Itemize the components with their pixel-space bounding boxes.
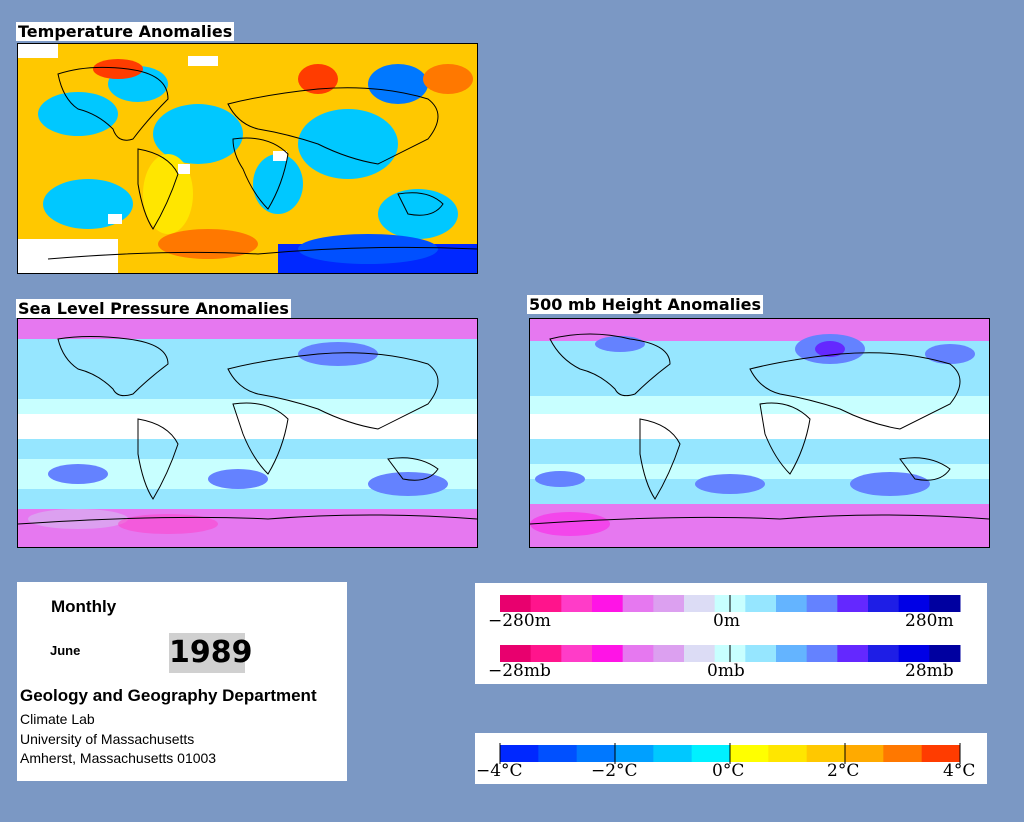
temperature-swatch-4 [653,745,693,762]
info-panel: Monthly June 1989 Geology and Geography … [17,582,347,781]
pressure-swatch-10 [806,645,838,662]
pressure-swatch-6 [684,645,716,662]
pressure-swatch-0 [500,645,532,662]
height-swatch-11 [837,595,869,612]
height-color-bar [500,595,961,612]
pressure-min-label: −28mb [488,661,551,681]
pressure-swatch-1 [530,645,562,662]
temperature-map-canvas [18,44,477,273]
temp-label-plus2: 2°C [827,761,860,781]
temperature-swatch-11 [921,745,961,762]
pressure-color-bar [500,645,961,662]
height-zero-label: 0m [713,611,740,631]
temperature-color-bar [499,743,961,764]
temperature-map-title: Temperature Anomalies [16,22,235,41]
temperature-swatch-6 [730,745,769,762]
height500-map-title: 500 mb Height Anomalies [527,295,764,314]
pressure-swatch-4 [622,645,654,662]
university-name: University of Massachusetts [20,731,195,747]
lab-name: Climate Lab [20,711,95,727]
temperature-swatch-9 [845,745,884,762]
height-swatch-0 [500,595,532,612]
height-swatch-14 [929,595,961,612]
coastline-outlines [47,66,477,260]
address: Amherst, Massachusetts 01003 [20,750,217,766]
temp-label-minus4: −4°C [476,761,523,781]
frequency-label: Monthly [51,597,117,616]
height-min-label: −280m [488,611,551,631]
height-swatch-3 [592,595,624,612]
temperature-swatch-10 [883,745,923,762]
height-swatch-9 [776,595,808,612]
pressure-max-label: 28mb [905,661,954,681]
department-name: Geology and Geography Department [20,686,317,705]
pressure-swatch-3 [592,645,624,662]
temperature-swatch-5 [691,745,731,762]
pressure-swatch-8 [745,645,777,662]
temperature-swatch-2 [576,745,616,762]
temperature-swatch-1 [538,745,578,762]
height-swatch-4 [622,595,654,612]
height-swatch-13 [898,595,930,612]
height-swatch-6 [684,595,716,612]
height-swatch-12 [868,595,900,612]
slp-map-title: Sea Level Pressure Anomalies [16,299,291,318]
pressure-swatch-14 [929,645,961,662]
height-swatch-5 [653,595,685,612]
height-max-label: 280m [905,611,954,631]
height-swatch-1 [530,595,562,612]
temperature-legend-canvas [499,743,961,764]
pressure-swatch-5 [653,645,685,662]
pressure-zero-label: 0mb [707,661,745,681]
temp-label-minus2: −2°C [591,761,638,781]
pressure-swatch-13 [898,645,930,662]
temperature-legend: −4°C −2°C 0°C 2°C 4°C [475,733,987,784]
height-swatch-10 [806,595,838,612]
year-label: 1989 [169,633,253,673]
height-pressure-legend: −280m 0m 280m −28mb 0mb 28mb [475,583,987,684]
temperature-swatch-0 [500,745,539,762]
legend-bars-canvas [500,595,961,662]
temperature-anomaly-fields [18,44,477,273]
slp-anomaly-map [17,318,478,548]
pressure-swatch-11 [837,645,869,662]
height500-map-canvas [530,319,989,547]
pressure-swatch-9 [776,645,808,662]
month-label: June [50,643,81,658]
temperature-anomaly-map [17,43,478,274]
pressure-swatch-2 [561,645,593,662]
temp-label-zero: 0°C [712,761,745,781]
slp-map-canvas [18,319,477,547]
temperature-swatch-8 [806,745,846,762]
pressure-swatch-12 [868,645,900,662]
height500-anomaly-map [529,318,990,548]
temperature-swatch-7 [768,745,808,762]
temp-label-plus4: 4°C [943,761,976,781]
height-swatch-8 [745,595,777,612]
height-swatch-2 [561,595,593,612]
temperature-swatch-3 [615,745,654,762]
